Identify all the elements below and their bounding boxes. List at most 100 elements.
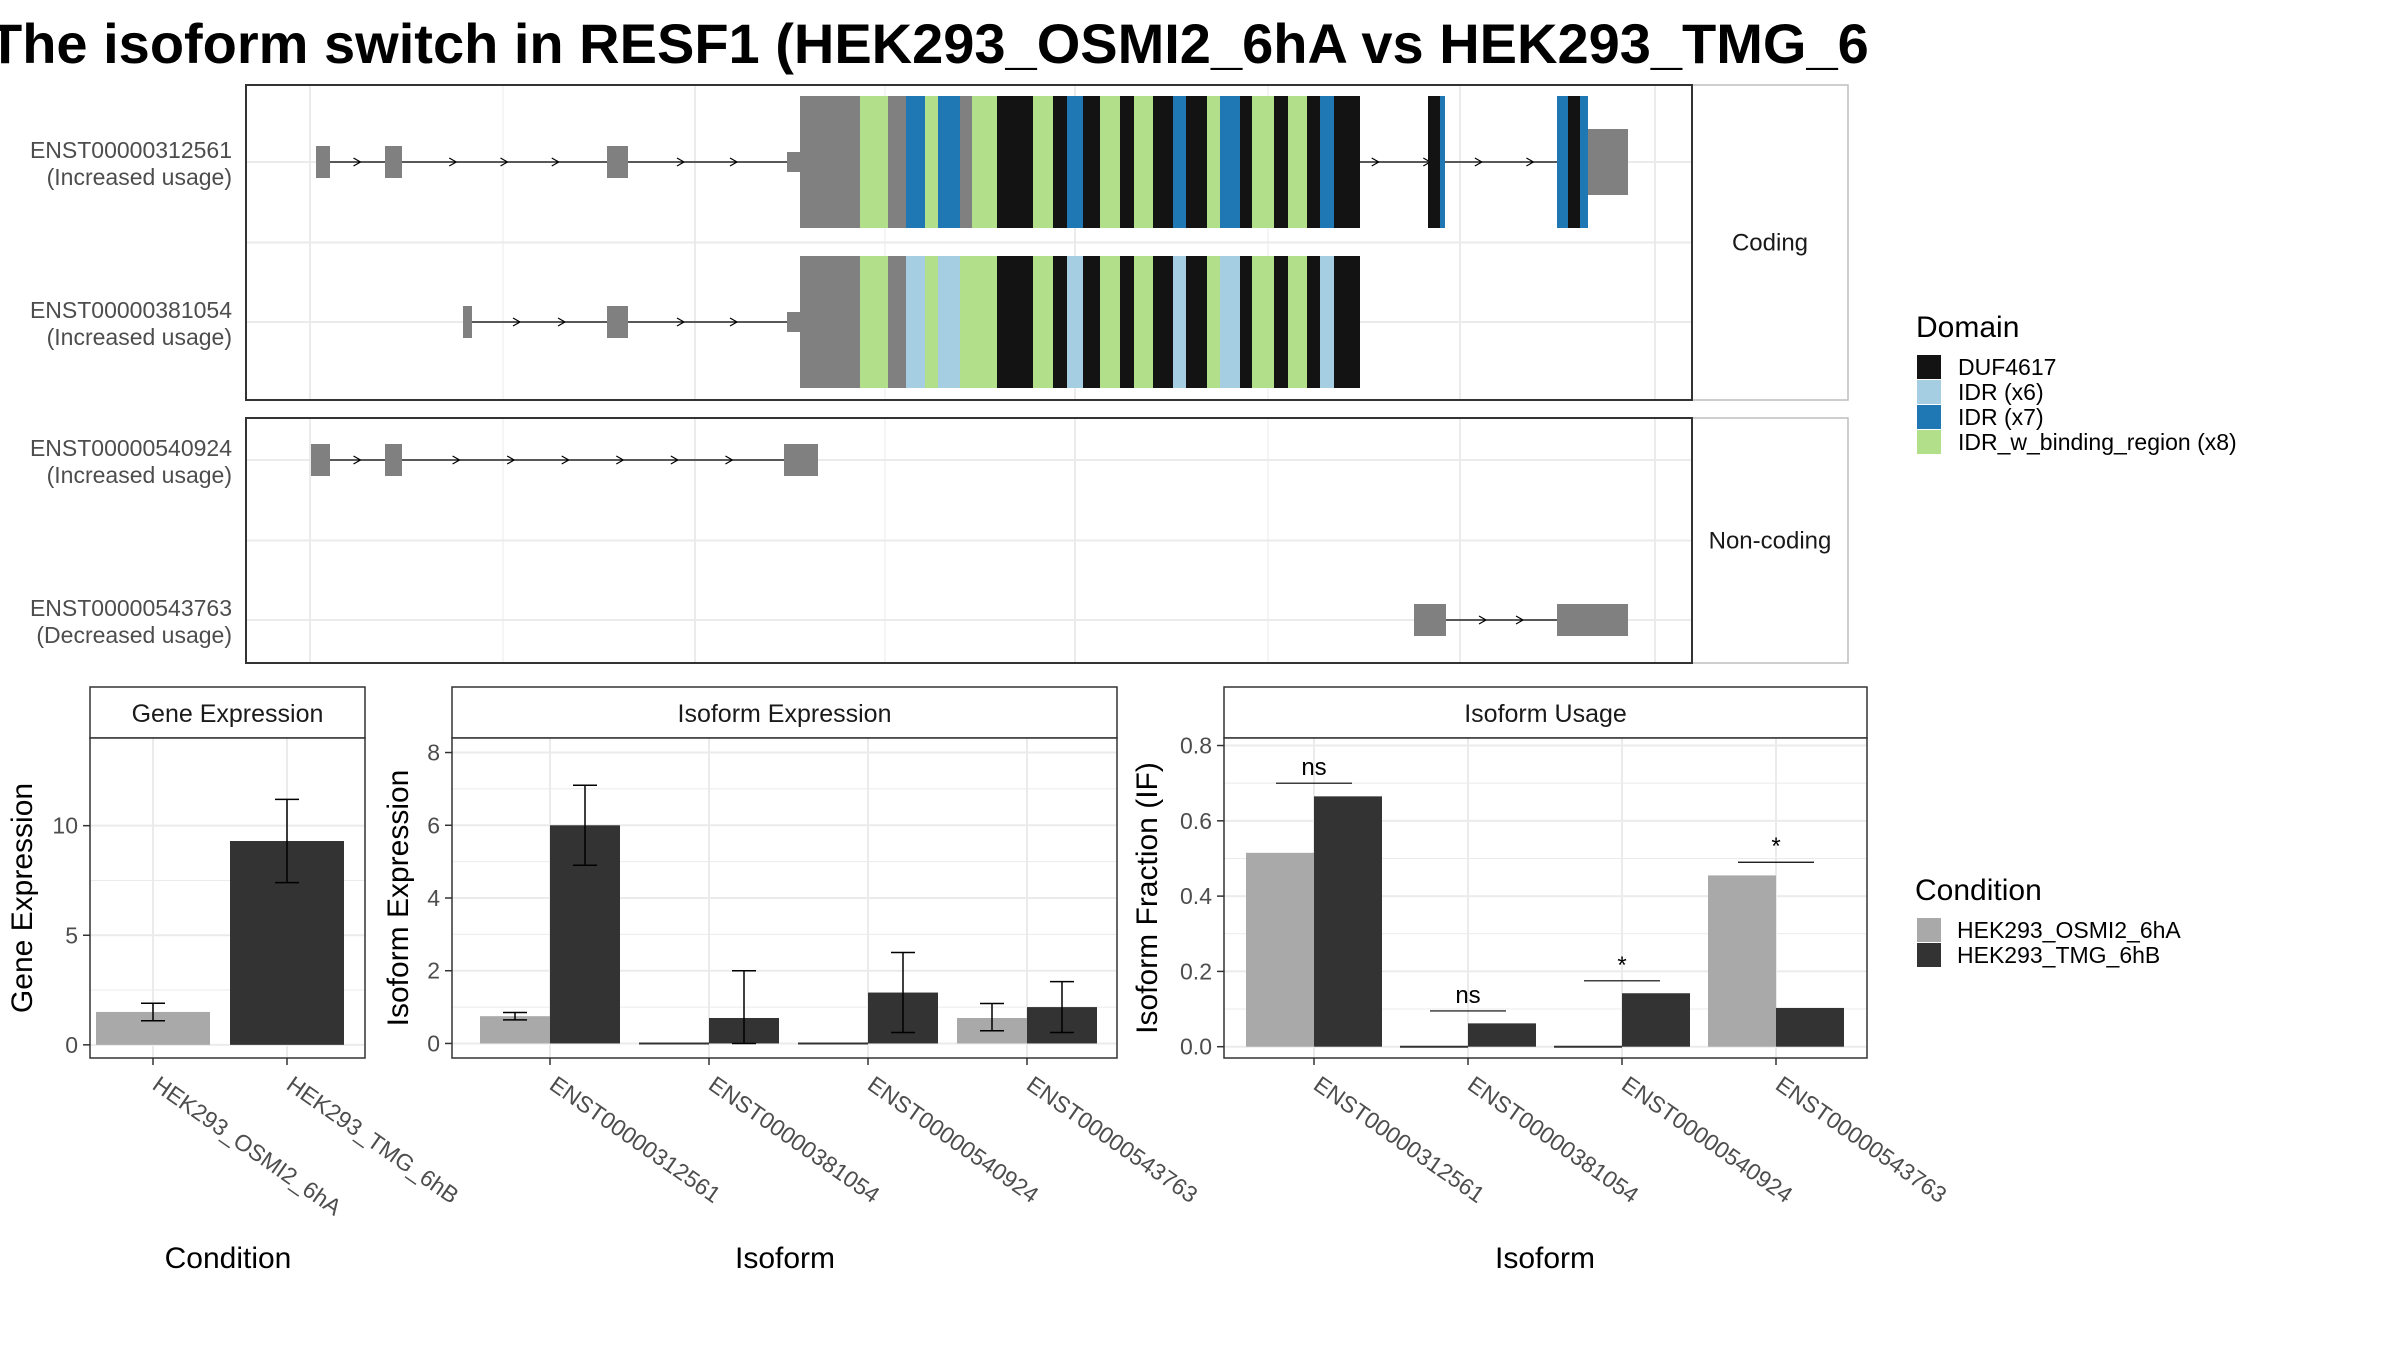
exon-block xyxy=(607,306,628,338)
x-axis-title: Condition xyxy=(165,1242,292,1275)
x-axis-title: Isoform xyxy=(735,1242,835,1275)
domain-idr_w_binding_region xyxy=(1288,96,1307,228)
domain-legend-key xyxy=(1917,405,1941,429)
bar xyxy=(480,1016,550,1044)
y-tick-label: 2 xyxy=(427,958,440,984)
significance-label: * xyxy=(1617,952,1626,979)
intron-arrow xyxy=(615,455,625,465)
bar xyxy=(1708,875,1776,1047)
y-tick-label: 10 xyxy=(52,813,78,839)
intron-arrow xyxy=(506,455,516,465)
panel-border xyxy=(451,737,1118,1059)
facet-strip-label: Coding xyxy=(1732,230,1808,257)
domain-idr xyxy=(1067,256,1083,388)
facet-strip xyxy=(1691,84,1849,401)
isoform-label-ENST00000381054: ENST00000381054 xyxy=(30,297,232,323)
domain-idr_w_binding_region xyxy=(1207,256,1220,388)
domain-idr xyxy=(1440,96,1445,228)
intron-arrow xyxy=(448,157,458,167)
condition-legend-label: HEK293_OSMI2_6hA xyxy=(1957,917,2181,943)
bar xyxy=(1314,796,1382,1047)
domain-duf4617 xyxy=(1274,96,1288,228)
intron-arrow xyxy=(500,157,509,167)
domain-idr_w_binding_region xyxy=(860,256,888,388)
structure-panel-border xyxy=(245,84,1693,401)
intron-arrow xyxy=(353,455,362,465)
intron-arrow xyxy=(512,317,522,327)
panel-title: Isoform Expression xyxy=(678,700,892,728)
exon-block xyxy=(1414,604,1446,636)
domain-idr_w_binding_region xyxy=(1288,256,1307,388)
domain-duf4617 xyxy=(1153,96,1173,228)
isoform-usage-label: (Increased usage) xyxy=(47,164,232,190)
y-axis-title: Isoform Fraction (IF) xyxy=(1131,762,1164,1034)
domain-idr xyxy=(1173,96,1186,228)
intron-arrow xyxy=(725,455,734,465)
facet-strip-label: Non-coding xyxy=(1709,528,1832,555)
domain-idr xyxy=(906,256,925,388)
domain-duf4617 xyxy=(1274,256,1288,388)
domain-idr xyxy=(1320,96,1334,228)
domain-idr xyxy=(1320,256,1334,388)
domain-idr xyxy=(906,96,925,228)
exon-block xyxy=(607,146,628,178)
isoform-label-ENST00000312561: ENST00000312561 xyxy=(30,137,232,163)
domain-idr_w_binding_region xyxy=(925,256,938,388)
condition-legend-key xyxy=(1917,918,1941,942)
intron-arrow xyxy=(551,157,560,167)
panel-title: Gene Expression xyxy=(132,700,324,728)
domain-duf4617 xyxy=(1568,96,1580,228)
isoform-usage-label: (Increased usage) xyxy=(47,462,232,488)
domain-duf4617 xyxy=(1120,256,1134,388)
domain-duf4617 xyxy=(1053,256,1067,388)
structure-facet-coding: Coding xyxy=(245,84,1849,401)
panel-border xyxy=(89,737,366,1059)
intron-arrow xyxy=(729,157,739,167)
isoform-usage-label: (Increased usage) xyxy=(47,324,232,350)
domain-idr xyxy=(938,256,960,388)
domain-duf4617 xyxy=(1307,96,1320,228)
x-tick-label: ENST00000543763 xyxy=(1771,1071,1951,1208)
panel-title: Isoform Usage xyxy=(1464,700,1627,728)
intron-arrow xyxy=(561,455,570,465)
domain-idr_w_binding_region xyxy=(1100,96,1120,228)
domain-idr xyxy=(1557,96,1568,228)
domain-idr_w_binding_region xyxy=(1033,256,1053,388)
domain-duf4617 xyxy=(1334,96,1360,228)
isoform-usage-label: (Decreased usage) xyxy=(36,622,232,648)
domain-duf4617 xyxy=(1186,96,1207,228)
intron-arrow xyxy=(1526,157,1535,167)
panel-border xyxy=(1223,737,1868,1059)
domain-idr xyxy=(1580,96,1588,228)
y-tick-label: 8 xyxy=(427,740,440,766)
domain-idr_w_binding_region xyxy=(925,96,938,228)
structure-panel-border xyxy=(245,417,1693,664)
domain-duf4617 xyxy=(1307,256,1320,388)
condition-legend-label: HEK293_TMG_6hB xyxy=(1957,942,2160,968)
domain-idr_w_binding_region xyxy=(1134,256,1153,388)
y-tick-label: 0.8 xyxy=(1180,733,1212,759)
domain-idr xyxy=(1220,256,1240,388)
condition-legend-key xyxy=(1917,943,1941,967)
exon-block xyxy=(787,152,800,172)
domain-idr xyxy=(1067,96,1083,228)
x-tick-label: ENST00000312561 xyxy=(545,1071,725,1208)
domain-legend-label: IDR_w_binding_region (x8) xyxy=(1958,429,2237,455)
y-tick-label: 0.2 xyxy=(1180,958,1212,984)
isoform-label-ENST00000543763: ENST00000543763 xyxy=(30,595,232,621)
domain-idr_w_binding_region xyxy=(960,256,972,388)
domain-legend-key xyxy=(1917,355,1941,379)
intron-arrow xyxy=(1371,157,1380,167)
domain-idr_w_binding_region xyxy=(972,256,997,388)
domain-legend-key xyxy=(1917,430,1941,454)
intron-arrow xyxy=(729,317,739,327)
domain-duf4617 xyxy=(1334,256,1360,388)
domain-legend-label: IDR (x6) xyxy=(1958,379,2044,405)
bar-panel-isoform-usage: Isoform Usage0.00.20.40.60.8ENST00000312… xyxy=(1180,686,1952,1208)
domain-idr xyxy=(938,96,960,228)
domain-duf4617 xyxy=(997,256,1033,388)
y-axis-title: Isoform Expression xyxy=(382,770,415,1027)
intron-arrow xyxy=(1515,615,1525,625)
utr-block xyxy=(1588,130,1628,194)
